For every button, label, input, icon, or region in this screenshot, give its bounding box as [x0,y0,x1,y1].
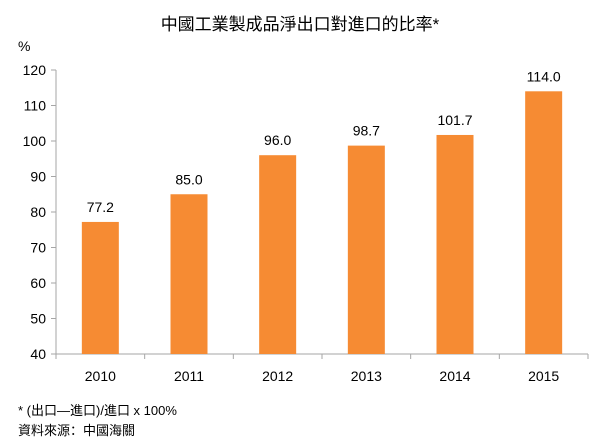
y-tick-label: 50 [30,311,46,327]
data-label-2013: 98.7 [353,123,380,139]
data-label-2012: 96.0 [264,132,291,148]
y-tick-label: 90 [30,169,46,185]
y-tick-label: 80 [30,204,46,220]
bar-2013 [347,145,385,354]
y-axis-unit: % [18,38,31,54]
data-label-2015: 114.0 [527,68,561,84]
x-tick-label-2013: 2013 [351,368,382,384]
bar-2015 [525,91,563,355]
x-tick-label-2015: 2015 [528,368,559,384]
x-tick-label-2011: 2011 [174,368,204,384]
y-tick-label: 110 [24,98,47,114]
bar-2014 [436,134,474,354]
x-tick-label-2014: 2014 [439,368,470,384]
footnote-formula: * (出口—進口)/進口 x 100% [18,403,177,418]
data-label-2014: 101.7 [437,112,472,128]
y-tick-label: 60 [30,275,46,291]
bar-2010 [81,221,119,354]
bar-2011 [170,194,208,354]
data-label-2011: 85.0 [175,171,202,187]
x-tick-label-2010: 2010 [85,368,116,384]
chart-title: 中國工業製成品淨出口對進口的比率* [160,15,440,34]
y-tick-label: 120 [23,62,47,78]
footnote-source: 資料來源：中國海關 [18,423,136,438]
x-tick-label-2012: 2012 [262,368,293,384]
y-tick-label: 40 [30,346,46,362]
y-tick-label: 100 [23,133,47,149]
data-label-2010: 77.2 [87,199,114,215]
bar-2012 [259,155,297,354]
y-tick-label: 70 [30,240,46,256]
